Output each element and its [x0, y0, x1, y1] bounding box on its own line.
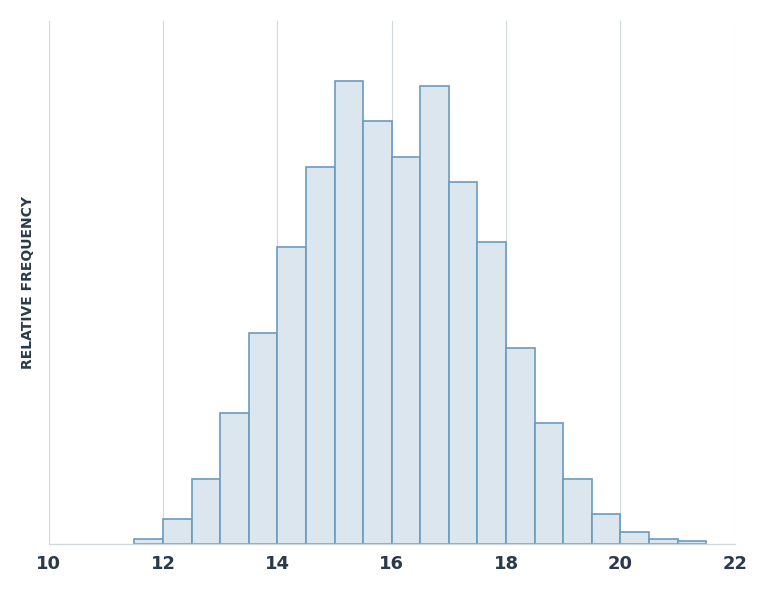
Bar — [192, 479, 220, 544]
Bar — [134, 539, 163, 544]
Bar — [335, 81, 363, 544]
Bar — [621, 532, 649, 544]
Bar — [306, 167, 335, 544]
Bar — [249, 333, 277, 544]
Bar — [277, 247, 306, 544]
Bar — [592, 514, 621, 544]
Bar — [392, 157, 420, 544]
Bar — [363, 121, 392, 544]
Bar — [677, 541, 706, 544]
Bar — [649, 539, 677, 544]
Bar — [506, 348, 535, 544]
Bar — [449, 182, 478, 544]
Bar — [420, 86, 449, 544]
Bar — [563, 479, 592, 544]
Y-axis label: RELATIVE FREQUENCY: RELATIVE FREQUENCY — [21, 196, 35, 369]
Bar — [478, 242, 506, 544]
Bar — [535, 424, 563, 544]
Bar — [163, 519, 192, 544]
Bar — [220, 413, 249, 544]
